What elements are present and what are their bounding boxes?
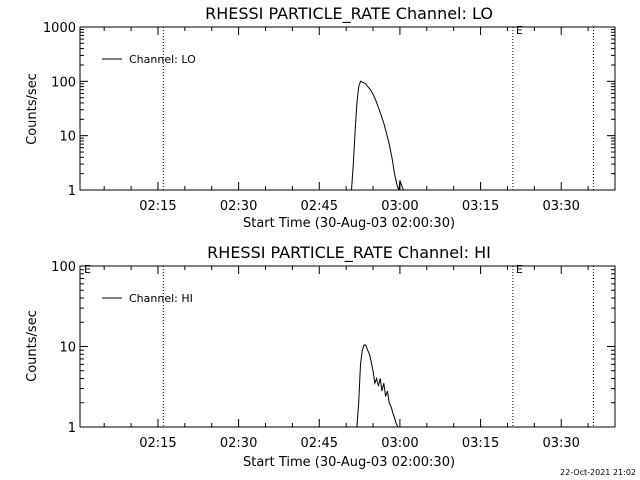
event-marker-label: E [516, 24, 523, 37]
x-tick-label: 03:00 [381, 436, 418, 451]
x-tick-label: 02:45 [301, 199, 338, 214]
y-axis-label: Counts/sec [25, 73, 40, 145]
y-tick-label: 1 [68, 184, 76, 199]
x-tick-label: 02:30 [220, 199, 257, 214]
x-axis-label: Start Time (30-Aug-03 02:00:30) [243, 216, 455, 231]
x-tick-label: 02:15 [139, 436, 176, 451]
data-series-line [356, 344, 399, 428]
data-series-line [351, 80, 404, 191]
chart-title: RHESSI PARTICLE_RATE Channel: LO [205, 4, 493, 24]
x-tick-label: 03:15 [462, 436, 499, 451]
event-marker-label: E [516, 263, 523, 276]
x-tick-label: 02:15 [139, 199, 176, 214]
y-tick-label: 1 [68, 421, 76, 436]
corner-marker-label: E [84, 263, 91, 276]
plot-frame [79, 265, 616, 428]
x-axis-label: Start Time (30-Aug-03 02:00:30) [243, 455, 455, 470]
generation-timestamp: 22-Oct-2021 21:02 [560, 468, 636, 477]
chart-panel-hi: RHESSI PARTICLE_RATE Channel: HI Start T… [25, 243, 616, 470]
x-tick-label: 02:45 [301, 436, 338, 451]
x-tick-label: 03:30 [542, 436, 579, 451]
chart-title: RHESSI PARTICLE_RATE Channel: HI [207, 243, 491, 263]
chart-panel-lo: RHESSI PARTICLE_RATE Channel: LO Start T… [25, 4, 616, 231]
plot-frame [79, 26, 616, 191]
y-tick-label: 10 [59, 130, 76, 145]
y-tick-label: 10 [59, 341, 76, 356]
legend-label: Channel: LO [129, 53, 196, 66]
y-tick-label: 1000 [43, 21, 76, 36]
x-tick-label: 02:30 [220, 436, 257, 451]
x-tick-label: 03:00 [381, 199, 418, 214]
y-tick-label: 100 [51, 75, 76, 90]
x-tick-label: 03:30 [542, 199, 579, 214]
y-axis-label: Counts/sec [25, 310, 40, 382]
legend-label: Channel: HI [129, 292, 193, 305]
y-tick-label: 100 [51, 260, 76, 275]
x-tick-label: 03:15 [462, 199, 499, 214]
